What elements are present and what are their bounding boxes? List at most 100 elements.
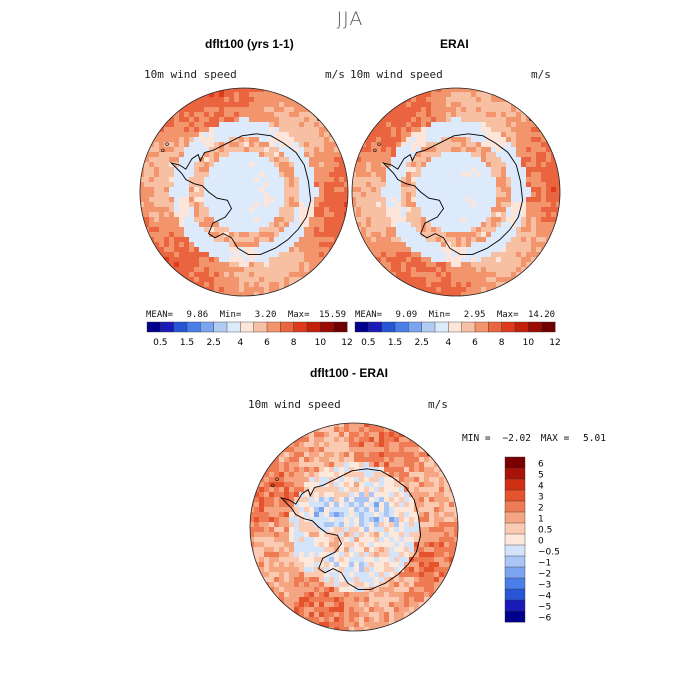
map3-field-cell: [424, 537, 430, 543]
map2-field-cell: [381, 137, 387, 143]
map1-field-cell: [284, 202, 290, 208]
map1-field-cell: [174, 187, 180, 193]
map1-field-cell: [164, 222, 170, 228]
map3-field-cell: [364, 607, 370, 613]
map1-field-cell: [279, 117, 285, 123]
map2-field-cell: [531, 192, 537, 198]
map1-field-cell: [164, 117, 170, 123]
map3-field-cell: [419, 602, 425, 608]
map3-field-cell: [424, 467, 430, 473]
map1-field-cell: [204, 252, 210, 258]
map1-field-cell: [214, 252, 220, 258]
map2-field-cell: [491, 217, 497, 223]
map1-field-cell: [159, 152, 165, 158]
map1-field-cell: [314, 182, 320, 188]
map2-field-cell: [401, 107, 407, 113]
map1-field-cell: [264, 217, 270, 223]
map1-field-cell: [144, 187, 150, 193]
map2-field-cell: [536, 177, 542, 183]
map3-field-cell: [434, 562, 440, 568]
map2-field-cell: [476, 147, 482, 153]
map2-field-cell: [541, 177, 547, 183]
map2-field-cell: [536, 167, 542, 173]
map1-field-cell: [179, 277, 185, 283]
map3-field-cell: [324, 477, 330, 483]
map1-field-cell: [294, 137, 300, 143]
map2-field-cell: [516, 252, 522, 258]
map3-field-cell: [419, 502, 425, 508]
map2-field-cell: [461, 92, 467, 98]
map2-field-cell: [456, 157, 462, 163]
map1-field-cell: [254, 217, 260, 223]
map3-field-cell: [269, 497, 275, 503]
map3-field-cell: [359, 462, 365, 468]
map2-field-cell: [371, 157, 377, 163]
map3-field-cell: [379, 547, 385, 553]
map2-field-cell: [406, 262, 412, 268]
map3-field-cell: [319, 423, 325, 428]
map2-field-cell: [531, 227, 537, 233]
map2-field-cell: [361, 227, 367, 233]
map1-field-cell: [274, 212, 280, 218]
map1-field-cell: [234, 112, 240, 118]
map2-field-cell: [361, 172, 367, 178]
map1-field-cell: [229, 282, 235, 288]
map2-field-cell: [471, 262, 477, 268]
map2-field-cell: [396, 187, 402, 193]
map3-field-cell: [289, 557, 295, 563]
map1-field-cell: [259, 167, 265, 173]
map1-field-cell: [194, 177, 200, 183]
map2-field-cell: [441, 192, 447, 198]
map2-field-cell: [416, 132, 422, 138]
map2-field-cell: [371, 237, 377, 243]
map1-field-cell: [304, 112, 310, 118]
map2-field-cell: [396, 137, 402, 143]
map2-field-cell: [451, 92, 457, 98]
map3-field-cell: [319, 542, 325, 548]
map1-field-cell: [154, 197, 160, 203]
map1-field-cell: [319, 217, 325, 223]
map3-field-cell: [364, 562, 370, 568]
map2-field-cell: [441, 142, 447, 148]
map2-field-cell: [446, 252, 452, 258]
map3-field-cell: [354, 557, 360, 563]
map2-field-cell: [506, 107, 512, 113]
map1-field-cell: [254, 212, 260, 218]
map3-field-cell: [374, 522, 380, 528]
map2-field-cell: [406, 92, 412, 98]
map1-field-cell: [234, 172, 240, 178]
map3-field-cell: [344, 423, 350, 428]
map1-field-cell: [149, 192, 155, 198]
map3-field-cell: [374, 537, 380, 543]
map1-field-cell: [269, 172, 275, 178]
map2-field-cell: [466, 287, 472, 293]
map3-field-cell: [289, 567, 295, 573]
map3-field-cell: [369, 517, 375, 523]
map3-field-cell: [354, 502, 360, 508]
map3-field-cell: [424, 527, 430, 533]
map2-field-cell: [531, 137, 537, 143]
map3-field-cell: [394, 617, 400, 623]
map1-field-cell: [229, 112, 235, 118]
map2-field-cell: [416, 257, 422, 263]
map3-field-cell: [339, 532, 345, 538]
map1-field-cell: [174, 117, 180, 123]
map3-field-cell: [314, 597, 320, 603]
map2-field-cell: [461, 247, 467, 253]
map1-field-cell: [189, 227, 195, 233]
map3-field-cell: [429, 527, 435, 533]
map2-field-cell: [481, 97, 487, 103]
map1-field-cell: [224, 227, 230, 233]
map2-field-cell: [411, 217, 417, 223]
map3-field-cell: [409, 502, 415, 508]
map1-field-cell: [274, 187, 280, 193]
map2-field-cell: [431, 167, 437, 173]
map1-field-cell: [334, 227, 340, 233]
map3-field-cell: [339, 497, 345, 503]
map2-field-cell: [381, 267, 387, 273]
map2-field-cell: [416, 237, 422, 243]
map3-field-cell: [384, 467, 390, 473]
map1-field-cell: [234, 88, 240, 93]
map2-field-cell: [496, 182, 502, 188]
map1-field-cell: [184, 132, 190, 138]
